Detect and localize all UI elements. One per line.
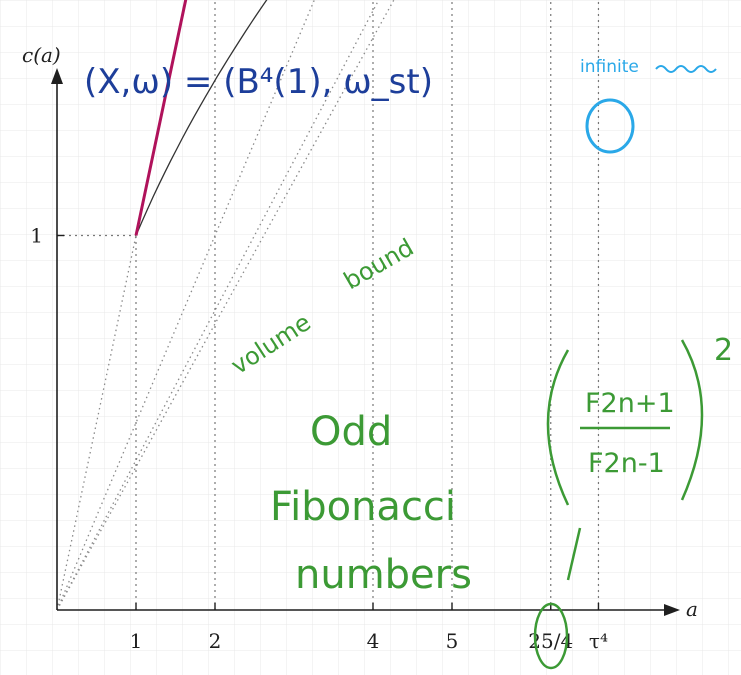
tick-25-4-circle: [533, 602, 569, 670]
axes: c(a) a: [22, 43, 698, 621]
fibonacci-text: Fibonacci: [270, 484, 456, 530]
annotations: (X,ω) = (B⁴(1), ω_st) infinite volume bo…: [84, 57, 733, 670]
numbers-text: numbers: [295, 552, 472, 598]
volume-bound-curve: [135, 0, 268, 236]
y-ticks: 125/2τ²: [30, 224, 64, 248]
frac-numerator: F2n+1: [585, 388, 675, 419]
y-axis-label: c(a): [22, 43, 61, 67]
squiggle-mark: [655, 65, 717, 73]
right-paren: [680, 339, 704, 501]
x-tick-label-1: 2: [209, 629, 222, 653]
frac-denominator: F2n-1: [588, 448, 665, 479]
y-tick-label-0: 1: [30, 224, 43, 248]
x-tick-label-5: τ⁴: [589, 629, 608, 653]
series: [134, 0, 268, 236]
x-tick-label-2: 4: [367, 629, 380, 653]
x-tick-label-0: 1: [130, 629, 143, 653]
y-axis-arrow: [51, 68, 63, 84]
ray-2: [56, 0, 380, 611]
dotted-rays: [56, 0, 395, 611]
ray-0: [56, 0, 187, 611]
infinite-circle: [585, 98, 635, 154]
x-axis-arrow: [664, 604, 680, 616]
infinite-annotation: infinite: [580, 57, 639, 77]
frac-exponent: 2: [714, 333, 733, 368]
left-paren: [546, 349, 570, 506]
x-axis-label: a: [686, 597, 698, 621]
odd-text: Odd: [310, 409, 392, 455]
title-annotation: (X,ω) = (B⁴(1), ω_st): [84, 62, 433, 102]
connector-stroke: [566, 527, 582, 581]
ray-1: [56, 0, 316, 611]
x-tick-label-3: 5: [446, 629, 459, 653]
